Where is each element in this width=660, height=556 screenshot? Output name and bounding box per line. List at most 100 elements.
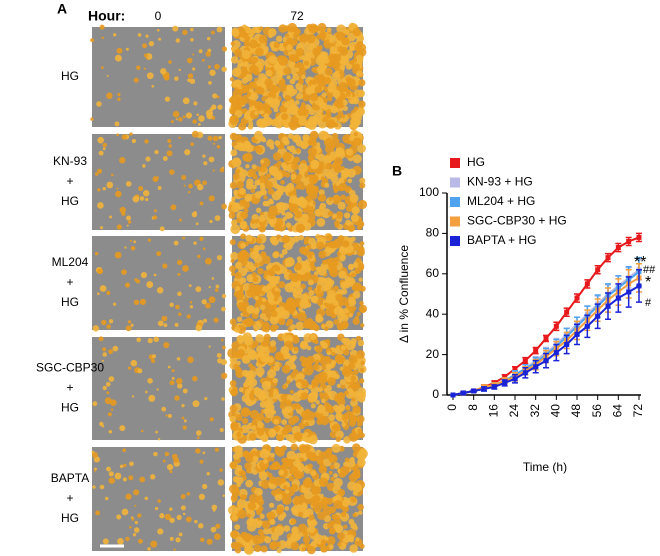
cell-blob (266, 511, 276, 521)
cell-blob (348, 313, 353, 318)
cell-blob (340, 166, 345, 171)
cell-blob (236, 316, 243, 323)
cell-blob (125, 181, 132, 187)
cell-blob (190, 37, 194, 42)
cell-blob (294, 534, 301, 541)
cell-blob (258, 244, 265, 251)
cell-blob (292, 460, 298, 466)
cell-blob (220, 359, 228, 366)
cell-blob (206, 472, 210, 476)
cell-blob (132, 533, 137, 537)
cell-blob (326, 257, 337, 268)
y-tick-label: 20 (426, 347, 440, 361)
cell-blob (290, 173, 297, 180)
cell-blob (333, 318, 340, 325)
cell-blob (263, 333, 271, 341)
cell-blob (238, 97, 247, 106)
cell-blob (282, 384, 288, 390)
cell-blob (328, 264, 338, 274)
cell-blob (194, 519, 198, 524)
micrograph (92, 447, 225, 551)
cell-blob (129, 132, 133, 136)
cell-blob (251, 164, 257, 170)
cell-blob (127, 366, 132, 370)
cell-blob (231, 488, 241, 497)
cell-blob (153, 209, 157, 213)
data-point (533, 364, 539, 370)
cell-blob (98, 150, 104, 156)
cell-blob (295, 67, 300, 72)
x-tick-label: 56 (590, 404, 604, 418)
cell-blob (333, 188, 338, 194)
cell-blob (212, 93, 218, 99)
cell-blob (203, 161, 208, 166)
cell-blob (285, 433, 294, 442)
cell-blob (357, 262, 365, 270)
cell-blob (264, 536, 272, 544)
cell-blob (303, 60, 310, 66)
row-label: HG (61, 194, 79, 208)
cell-blob (325, 118, 336, 129)
cell-blob (150, 540, 158, 548)
cell-blob (267, 188, 275, 195)
cell-blob (348, 224, 356, 232)
cell-blob (296, 148, 301, 153)
cell-blob (342, 337, 351, 346)
cell-blob (258, 471, 268, 481)
cell-blob (298, 523, 308, 533)
cell-blob (288, 475, 295, 482)
y-axis-title: Δ in % Confluence (397, 245, 411, 343)
cell-blob (312, 494, 321, 504)
panel-label: A (57, 1, 67, 17)
cell-blob (344, 457, 350, 463)
cell-blob (254, 307, 260, 313)
cell-blob (182, 425, 187, 430)
cell-blob (342, 57, 348, 63)
cell-blob (221, 306, 226, 312)
cell-blob (129, 461, 134, 467)
cell-blob (175, 537, 181, 543)
cell-blob (130, 245, 136, 251)
cell-blob (345, 63, 353, 70)
cell-blob (319, 415, 330, 426)
cell-blob (244, 317, 254, 327)
cell-blob (326, 497, 334, 505)
cell-blob (258, 261, 264, 267)
cell-blob (305, 451, 314, 459)
cell-blob (263, 400, 272, 408)
cell-blob (159, 226, 165, 232)
cell-blob (147, 378, 153, 384)
cell-blob (319, 31, 327, 39)
cell-blob (358, 378, 365, 384)
cell-blob (176, 259, 183, 265)
cell-blob (116, 47, 123, 54)
cell-blob (102, 347, 107, 352)
cell-blob (276, 306, 286, 315)
cell-blob (138, 186, 144, 192)
cell-blob (177, 272, 181, 276)
cell-blob (249, 409, 260, 420)
cell-blob (241, 49, 251, 60)
cell-blob (332, 423, 341, 432)
cell-blob (352, 28, 361, 37)
cell-blob (327, 83, 337, 93)
cell-blob (281, 419, 288, 425)
cell-blob (102, 186, 107, 191)
cell-blob (295, 321, 305, 331)
cell-blob (298, 307, 303, 312)
cell-blob (356, 224, 363, 230)
data-point (543, 358, 549, 364)
cell-blob (250, 65, 260, 74)
cell-blob (341, 367, 352, 377)
data-point (605, 303, 611, 309)
cell-blob (351, 206, 360, 215)
legend-label: SGC-CBP30 + HG (467, 214, 567, 228)
cell-blob (291, 335, 300, 344)
cell-blob (198, 493, 206, 500)
cell-blob (133, 240, 137, 244)
cell-blob (341, 422, 346, 427)
cell-blob (339, 254, 345, 260)
cell-blob (335, 293, 344, 302)
cell-blob (95, 172, 99, 176)
cell-blob (98, 336, 104, 342)
